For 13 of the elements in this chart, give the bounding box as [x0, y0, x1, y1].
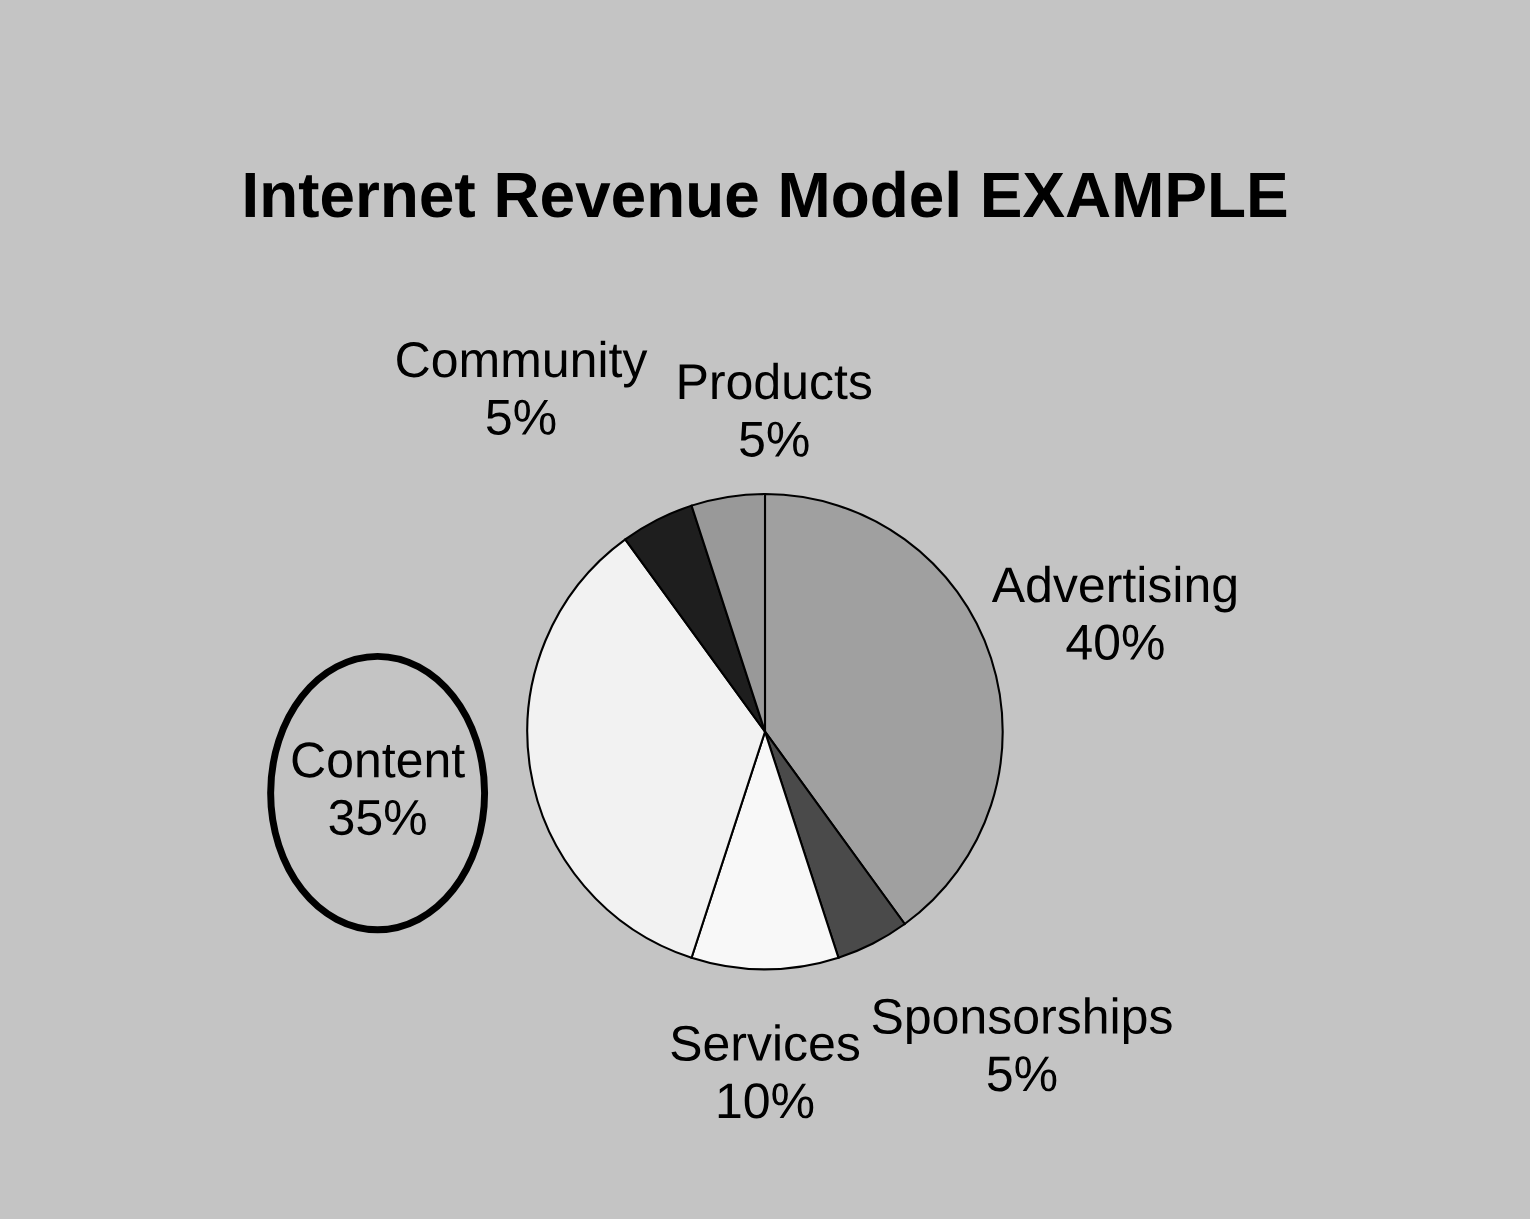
data-label: 35%: [329, 799, 426, 836]
slice-label: Services: [671, 1024, 860, 1062]
chart-title: Internet Revenue Model EXAMPLE: [245, 170, 1287, 218]
slice-label: Community: [397, 340, 648, 388]
slice-label: Advertising: [991, 565, 1236, 613]
data-label: 5%: [740, 421, 809, 457]
slice-label: Content: [292, 742, 465, 778]
slice-label: Products: [679, 362, 872, 400]
data-label: 5%: [486, 399, 556, 435]
data-label: 40%: [1066, 624, 1164, 661]
slice-label: Sponsorships: [872, 997, 1172, 1044]
data-label: 5%: [987, 1056, 1057, 1092]
data-label: 10%: [718, 1083, 814, 1119]
